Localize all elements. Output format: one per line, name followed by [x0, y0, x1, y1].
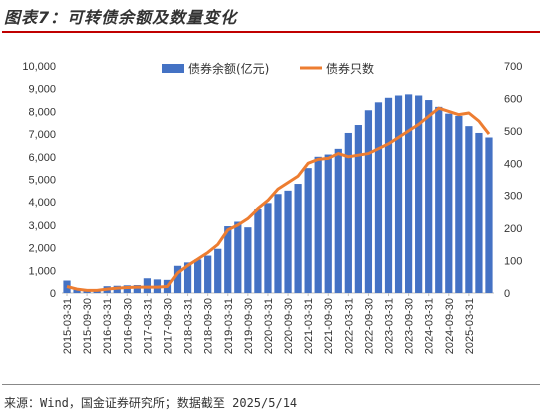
y-left-tick-label: 7,000	[28, 129, 56, 141]
x-tick-label: 2023-03-31	[384, 298, 396, 354]
bar	[274, 194, 282, 293]
x-tick-label: 2015-03-31	[62, 298, 74, 354]
x-tick-label: 2018-09-30	[203, 298, 215, 354]
x-tick-label: 2021-03-31	[303, 298, 315, 354]
y-left-tick-label: 9,000	[28, 84, 56, 96]
bar	[264, 203, 272, 293]
y-right-tick-label: 0	[504, 288, 510, 300]
bar	[465, 126, 473, 293]
bar	[404, 94, 413, 293]
y-right-tick-label: 400	[504, 158, 522, 170]
bar	[284, 190, 292, 293]
y-left-tick-label: 8,000	[28, 106, 56, 118]
y-axis-left: 0 1,000 2,000 3,000 4,000 5,000 6,000 7,000 8,00…	[22, 61, 56, 300]
y-right-tick-label: 500	[504, 126, 522, 138]
title-rule	[2, 31, 540, 33]
bar	[123, 285, 131, 293]
y-left-tick-label: 0	[50, 288, 56, 300]
x-tick-label: 2016-09-30	[122, 298, 134, 354]
x-tick-label: 2019-09-30	[243, 298, 255, 354]
y-right-tick-label: 300	[504, 191, 522, 203]
y-left-tick-label: 6,000	[28, 152, 56, 164]
bar	[425, 100, 433, 293]
chart-canvas: 债券余额(亿元) 债券只数 0 1,000 2,000 3,000 4,000 5,000…	[22, 61, 522, 354]
x-tick-label: 2015-09-30	[82, 298, 94, 354]
x-tick-label: 2024-03-31	[424, 298, 436, 354]
line-series-path	[66, 106, 491, 292]
bar	[415, 95, 423, 293]
x-axis: 2015-03-31 2015-09-30 2016-03-31 2016-09-30…	[62, 293, 476, 354]
y-left-tick-label: 10,000	[22, 61, 56, 73]
bar	[314, 156, 322, 293]
x-tick-label: 2018-03-31	[183, 298, 195, 354]
x-tick-label: 2024-09-30	[444, 298, 456, 354]
bar	[224, 226, 232, 293]
chart-legend: 债券余额(亿元) 债券只数	[162, 61, 374, 76]
bar	[485, 137, 493, 293]
bar	[324, 154, 332, 293]
bar	[214, 248, 222, 293]
y-axis-right: 0 100 200 300 400 500 600 700	[504, 61, 522, 300]
y-right-tick-label: 200	[504, 223, 522, 235]
bar	[394, 95, 403, 293]
bar	[194, 259, 202, 293]
bar	[304, 168, 312, 293]
bar	[294, 184, 302, 293]
bar	[234, 221, 242, 293]
bar	[183, 262, 192, 293]
line-series	[66, 106, 491, 292]
x-tick-label: 2019-03-31	[223, 298, 235, 354]
x-tick-label: 2022-03-31	[343, 298, 355, 354]
bar	[344, 132, 352, 293]
bar	[173, 265, 182, 293]
bar	[435, 106, 443, 293]
y-right-tick-label: 100	[504, 256, 522, 268]
bar	[475, 132, 483, 293]
chart-title: 图表7：可转债余额及数量变化	[4, 8, 238, 27]
x-tick-label: 2021-09-30	[323, 298, 335, 354]
legend-label-line: 债券只数	[326, 61, 374, 76]
bar	[73, 289, 81, 293]
legend-swatch-bars	[162, 64, 184, 73]
x-tick-label: 2017-03-31	[142, 298, 154, 354]
bar	[143, 278, 152, 293]
bar	[455, 115, 463, 293]
y-left-tick-label: 1,000	[28, 265, 56, 277]
bar	[354, 125, 362, 294]
x-tick-label: 2020-09-30	[283, 298, 295, 354]
y-right-tick-label: 700	[504, 61, 522, 73]
legend-label-bars: 债券余额(亿元)	[188, 61, 269, 76]
bar	[244, 227, 252, 293]
x-tick-label: 2023-09-30	[404, 298, 416, 354]
bar	[334, 148, 342, 293]
bar	[133, 285, 141, 293]
x-tick-label: 2016-03-31	[102, 298, 114, 354]
bar	[384, 97, 393, 293]
y-left-tick-label: 5,000	[28, 175, 56, 187]
bar	[254, 209, 262, 293]
source-note: 来源：Wind，国金证券研究所；数据截至 2025/5/14	[4, 396, 298, 410]
x-tick-label: 2025-03-31	[464, 298, 476, 354]
y-left-tick-label: 4,000	[28, 197, 56, 209]
x-tick-label: 2017-09-30	[162, 298, 174, 354]
y-left-tick-label: 3,000	[28, 220, 56, 232]
y-right-tick-label: 600	[504, 93, 522, 105]
x-tick-label: 2022-09-30	[363, 298, 375, 354]
y-left-tick-label: 2,000	[28, 243, 56, 255]
footer-rule	[2, 384, 540, 385]
bar	[374, 102, 383, 293]
bar-series	[63, 94, 493, 294]
bar	[204, 255, 212, 293]
bar	[364, 110, 373, 293]
x-tick-label: 2020-03-31	[263, 298, 275, 354]
bar	[445, 113, 453, 293]
